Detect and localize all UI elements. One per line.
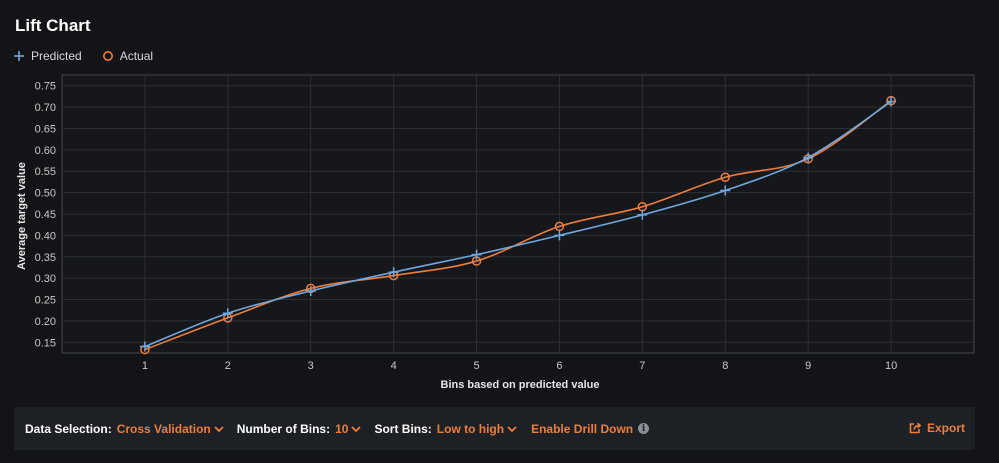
data-point-actual [720, 172, 731, 182]
y-tick-label: 0.60 [35, 145, 56, 157]
number-of-bins-label: Number of Bins: [236, 421, 331, 436]
page-title: Lift Chart [15, 16, 91, 35]
chart-legend: Predicted Actual [13, 49, 173, 63]
y-tick-label: 0.15 [35, 337, 56, 349]
y-tick-label: 0.50 [35, 188, 56, 200]
data-point-predicted [554, 230, 565, 241]
data-selection-value: Cross Validation [116, 421, 211, 436]
lift-chart: 0.15 0.20 0.25 0.30 0.35 0.40 0.45 0.50 0.55 0.60… [16, 74, 975, 391]
y-tick-label: 0.70 [35, 102, 56, 114]
x-tick-label: 1 [142, 360, 148, 372]
y-tick-label: 0.75 [35, 81, 56, 93]
x-tick-label: 4 [391, 360, 397, 372]
data-selection-dropdown[interactable]: Cross Validation [117, 422, 224, 436]
data-point-predicted [471, 249, 482, 260]
info-icon[interactable]: i [638, 423, 650, 434]
data-point-predicted [637, 209, 648, 220]
enable-drill-down-link[interactable]: Enable Drill Down i [531, 421, 650, 436]
export-label: Export [926, 421, 965, 435]
export-icon [909, 422, 922, 434]
number-of-bins-control: Number of Bins: 10 [237, 422, 362, 436]
sort-bins-control: Sort Bins: Low to high [374, 422, 517, 436]
data-point-predicted [720, 185, 731, 196]
data-selection-control: Data Selection: Cross Validation [25, 422, 224, 436]
number-of-bins-value: 10 [335, 421, 349, 436]
data-point-predicted [139, 341, 150, 352]
x-axis-label: Bins based on predicted value [441, 379, 600, 391]
chevron-down-icon [214, 425, 224, 432]
legend-item-predicted[interactable]: Predicted [13, 49, 82, 63]
x-tick-label: 9 [805, 360, 811, 372]
export-button[interactable]: Export [909, 421, 965, 435]
x-tick-label: 10 [885, 360, 897, 372]
data-point-predicted [222, 308, 233, 319]
circle-icon [102, 51, 113, 61]
sort-bins-value: Low to high [436, 421, 505, 436]
y-tick-label: 0.35 [35, 252, 56, 264]
plus-icon [14, 51, 24, 61]
data-point-predicted [803, 152, 814, 163]
data-point-predicted [886, 96, 897, 107]
data-point-predicted [305, 285, 316, 296]
y-tick-label: 0.20 [35, 316, 56, 328]
x-tick-label: 7 [639, 360, 645, 372]
x-tick-label: 3 [308, 360, 314, 372]
legend-label-predicted: Predicted [31, 49, 82, 63]
legend-item-actual[interactable]: Actual [102, 49, 153, 63]
data-point-predicted [388, 267, 399, 278]
chevron-down-icon [351, 425, 362, 432]
y-tick-label: 0.65 [35, 123, 56, 135]
y-tick-label: 0.40 [35, 230, 56, 242]
x-tick-label: 5 [473, 360, 479, 372]
sort-bins-dropdown[interactable]: Low to high [437, 422, 517, 436]
data-selection-label: Data Selection: [25, 421, 112, 436]
number-of-bins-dropdown[interactable]: 10 [335, 421, 362, 436]
y-tick-label: 0.30 [35, 273, 56, 285]
x-tick-label: 6 [556, 360, 562, 372]
legend-label-actual: Actual [119, 49, 154, 63]
y-tick-label: 0.25 [35, 295, 56, 307]
series-line-predicted [144, 100, 892, 348]
y-tick-label: 0.55 [35, 166, 56, 178]
chart-controls-bar: Data Selection: Cross Validation Number … [14, 407, 975, 450]
x-tick-label: 2 [225, 360, 231, 372]
y-axis-label: Average target value [16, 162, 28, 270]
enable-drill-down-label: Enable Drill Down [531, 421, 634, 436]
y-tick-label: 0.45 [35, 209, 56, 221]
x-tick-label: 8 [722, 360, 728, 372]
chevron-down-icon [507, 425, 517, 432]
sort-bins-label: Sort Bins: [374, 421, 432, 436]
